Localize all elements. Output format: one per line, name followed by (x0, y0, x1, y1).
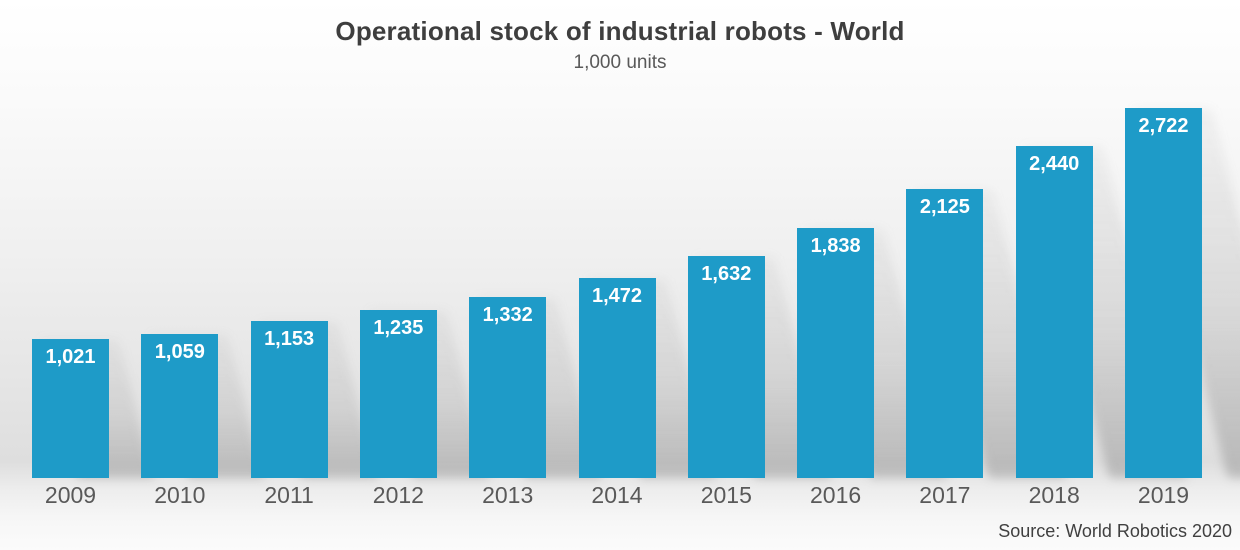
bar-2011: 1,153 (250, 321, 328, 478)
x-tick-2019: 2019 (1137, 482, 1190, 508)
chart-title: Operational stock of industrial robots -… (335, 16, 905, 46)
x-tick-2012: 2012 (372, 482, 424, 508)
x-tick-2014: 2014 (591, 482, 643, 508)
x-tick-2015: 2015 (700, 482, 752, 508)
bar-value-label: 1,235 (373, 317, 424, 339)
x-tick-2010: 2010 (154, 482, 206, 508)
x-tick-2017: 2017 (919, 482, 971, 508)
bar-value-label: 1,153 (264, 328, 315, 350)
bar-2014: 1,472 (578, 278, 656, 478)
bar-2010: 1,059 (141, 334, 219, 478)
bar-value-label: 1,059 (154, 341, 205, 363)
bar-value-label: 1,021 (45, 346, 96, 368)
bar-2012: 1,235 (359, 310, 437, 478)
bar-value-label: 2,722 (1138, 115, 1189, 137)
x-tick-2009: 2009 (44, 482, 97, 508)
source-note: Source: World Robotics 2020 (998, 521, 1232, 541)
bar-value-label: 1,472 (591, 285, 643, 307)
bar-value-label: 2,440 (1029, 153, 1080, 175)
bar-value-label: 1,838 (810, 235, 861, 257)
chart-subtitle: 1,000 units (573, 52, 667, 73)
x-tick-2016: 2016 (810, 482, 862, 508)
bar-2017: 2,125 (906, 189, 984, 478)
x-tick-2018: 2018 (1028, 482, 1080, 508)
bar-value-label: 1,332 (482, 304, 533, 326)
bar-value-label: 2,125 (919, 196, 970, 218)
bar-2013: 1,332 (469, 297, 547, 478)
bar-2009: 1,021 (32, 339, 109, 478)
x-tick-2011: 2011 (264, 482, 314, 508)
bar-2016: 1,838 (797, 228, 875, 478)
bar-2019: 2,722 (1125, 108, 1202, 478)
plot-area: 1,021 1,059 1,153 1,235 1,332 1,472 1,632 1,838… (32, 108, 1240, 478)
x-tick-2013: 2013 (482, 482, 534, 508)
bar-2015: 1,632 (687, 256, 765, 478)
bar-value-label: 1,632 (701, 263, 752, 285)
bar-2018: 2,440 (1015, 146, 1093, 478)
